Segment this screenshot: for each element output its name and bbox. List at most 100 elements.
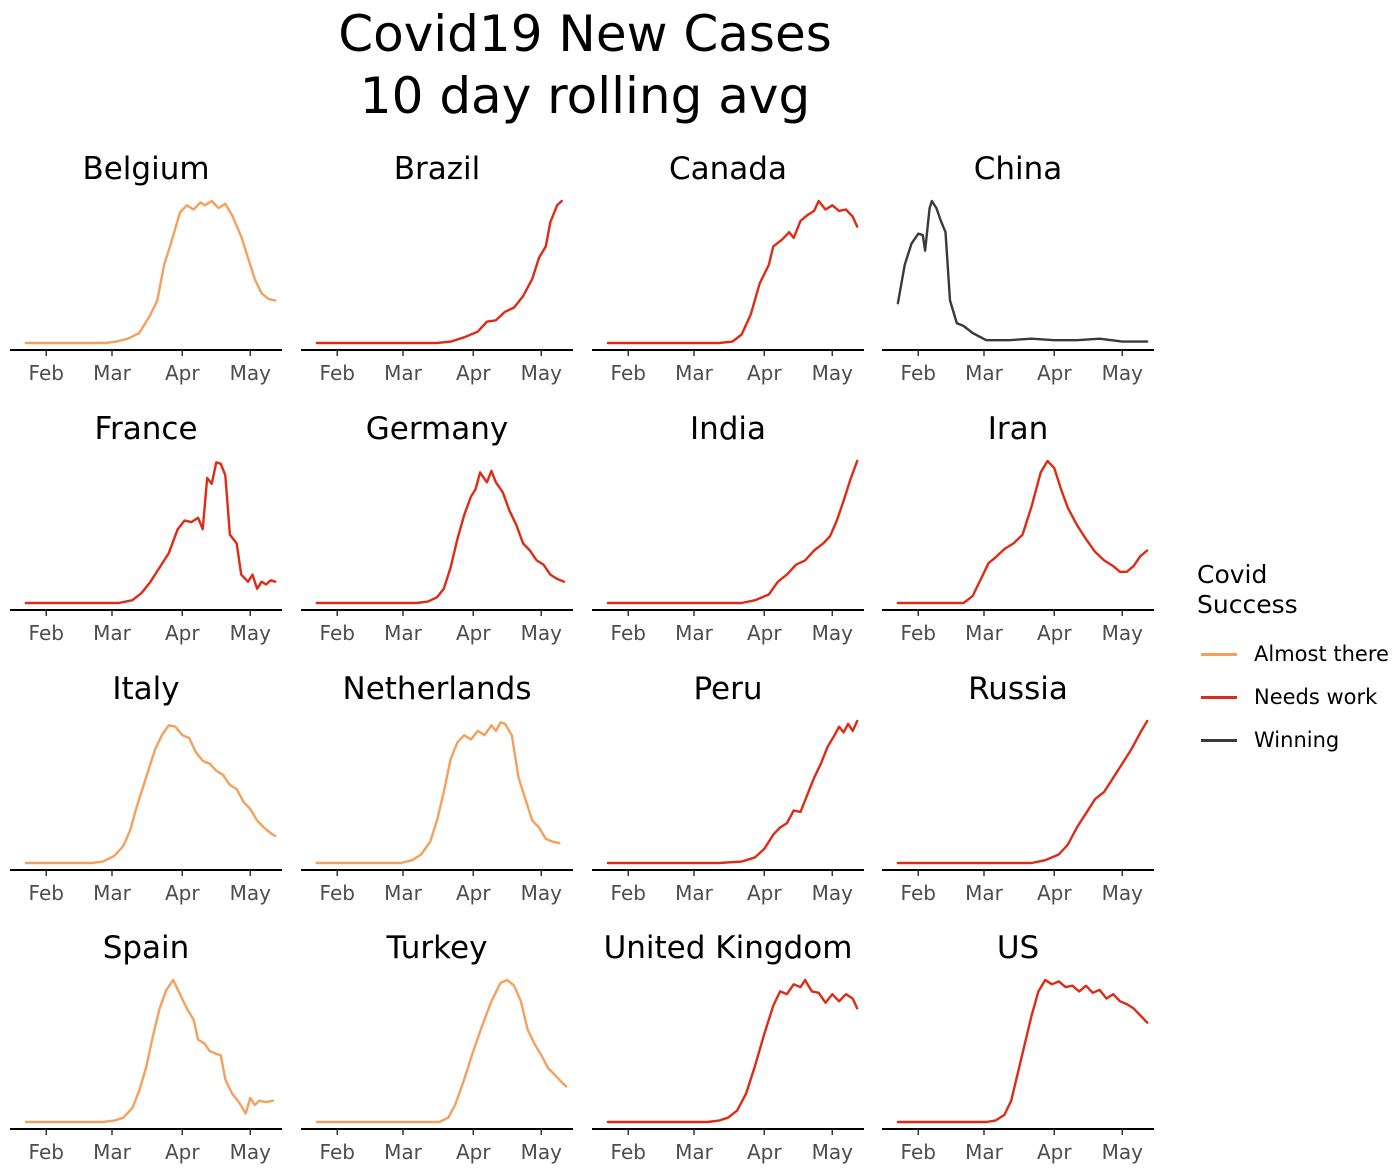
x-tick-label: Mar bbox=[675, 621, 714, 645]
x-tick-label: May bbox=[812, 881, 854, 905]
x-tick-label: Feb bbox=[901, 621, 936, 645]
series-line-united-kingdom bbox=[606, 978, 859, 1124]
x-tick-label: Feb bbox=[29, 361, 64, 385]
x-tick-label: Feb bbox=[901, 361, 936, 385]
series-line-germany bbox=[315, 469, 566, 605]
x-tick-label: Feb bbox=[901, 881, 936, 905]
panel-belgium: Belgium Feb Mar Apr May bbox=[10, 151, 282, 385]
series-line-china bbox=[896, 199, 1149, 343]
panel-title-germany: Germany bbox=[366, 411, 508, 447]
chart-title-line-1: Covid19 New Cases bbox=[338, 5, 832, 63]
x-tick-label: Apr bbox=[456, 1140, 491, 1164]
x-tick-label: Apr bbox=[1037, 621, 1072, 645]
panel-germany: Germany Feb Mar Apr May bbox=[301, 411, 573, 645]
panel-title-france: France bbox=[94, 411, 197, 447]
panel-title-brazil: Brazil bbox=[394, 151, 481, 187]
x-tick-label: Feb bbox=[611, 361, 646, 385]
panel-title-italy: Italy bbox=[112, 671, 179, 707]
panel-title-iran: Iran bbox=[988, 411, 1049, 447]
series-line-france bbox=[24, 461, 277, 605]
panel-title-russia: Russia bbox=[968, 671, 1068, 707]
x-tick-label: Mar bbox=[965, 1140, 1004, 1164]
x-tick-label: May bbox=[230, 621, 272, 645]
x-tick-label: May bbox=[1102, 1140, 1144, 1164]
x-tick-label: Apr bbox=[747, 1140, 782, 1164]
series-line-peru bbox=[606, 719, 859, 865]
x-tick-label: Feb bbox=[29, 881, 64, 905]
panel-brazil: Brazil Feb Mar Apr May bbox=[301, 151, 573, 385]
panel-france: France Feb Mar Apr May bbox=[10, 411, 282, 645]
x-tick-label: May bbox=[521, 1140, 563, 1164]
legend-key-winning bbox=[1201, 739, 1237, 742]
panel-title-india: India bbox=[690, 411, 766, 447]
chart-title-line-2: 10 day rolling avg bbox=[359, 67, 811, 125]
panel-netherlands: Netherlands Feb Mar Apr May bbox=[301, 671, 573, 905]
x-tick-label: Mar bbox=[675, 361, 714, 385]
x-tick-label: Mar bbox=[93, 621, 132, 645]
series-line-italy bbox=[24, 724, 277, 865]
x-tick-label: Feb bbox=[611, 621, 646, 645]
panel-title-netherlands: Netherlands bbox=[343, 671, 532, 707]
x-tick-label: Feb bbox=[320, 361, 355, 385]
x-tick-label: Feb bbox=[901, 1140, 936, 1164]
panel-title-us: US bbox=[997, 930, 1039, 966]
x-tick-label: Mar bbox=[965, 621, 1004, 645]
panel-iran: Iran Feb Mar Apr May bbox=[882, 411, 1154, 645]
x-tick-label: Feb bbox=[320, 881, 355, 905]
panel-russia: Russia Feb Mar Apr May bbox=[882, 671, 1154, 905]
x-tick-label: Mar bbox=[93, 361, 132, 385]
x-tick-label: Feb bbox=[320, 621, 355, 645]
x-tick-label: Apr bbox=[1037, 1140, 1072, 1164]
x-tick-label: Feb bbox=[320, 1140, 355, 1164]
x-tick-label: Apr bbox=[456, 621, 491, 645]
series-line-us bbox=[896, 978, 1149, 1124]
series-line-india bbox=[606, 459, 859, 605]
legend-title-line-1: Covid bbox=[1197, 560, 1268, 589]
legend-item-needs-work: Needs work bbox=[1197, 682, 1397, 712]
legend: Covid Success Almost there Needs work Wi… bbox=[1197, 560, 1389, 752]
x-tick-label: Mar bbox=[93, 881, 132, 905]
x-tick-label: Apr bbox=[1037, 361, 1072, 385]
x-tick-label: May bbox=[812, 621, 854, 645]
x-tick-label: Apr bbox=[165, 621, 200, 645]
panel-united-kingdom: United Kingdom Feb Mar Apr May bbox=[592, 930, 864, 1164]
series-line-canada bbox=[606, 199, 859, 345]
x-tick-label: Mar bbox=[675, 881, 714, 905]
x-tick-label: May bbox=[1102, 881, 1144, 905]
x-tick-label: Apr bbox=[747, 881, 782, 905]
series-line-belgium bbox=[24, 199, 277, 345]
legend-label-winning: Winning bbox=[1254, 728, 1340, 752]
x-tick-label: Mar bbox=[384, 881, 423, 905]
x-tick-label: Feb bbox=[611, 1140, 646, 1164]
legend-label-almost-there: Almost there bbox=[1254, 642, 1389, 666]
x-tick-label: Apr bbox=[747, 361, 782, 385]
x-tick-label: Apr bbox=[456, 881, 491, 905]
x-tick-label: Apr bbox=[165, 361, 200, 385]
x-tick-label: Apr bbox=[165, 1140, 200, 1164]
panel-title-spain: Spain bbox=[103, 930, 190, 966]
x-tick-label: Mar bbox=[965, 361, 1004, 385]
x-tick-label: May bbox=[230, 881, 272, 905]
panel-title-turkey: Turkey bbox=[386, 930, 488, 966]
x-tick-label: May bbox=[521, 881, 563, 905]
panel-italy: Italy Feb Mar Apr May bbox=[10, 671, 282, 905]
panel-spain: Spain Feb Mar Apr May bbox=[10, 930, 282, 1164]
legend-item-almost-there: Almost there bbox=[1197, 639, 1397, 669]
legend-key-needs-work bbox=[1201, 696, 1237, 699]
x-tick-label: Mar bbox=[384, 621, 423, 645]
legend-key-almost-there bbox=[1201, 653, 1237, 656]
panel-title-peru: Peru bbox=[693, 671, 762, 707]
panel-title-canada: Canada bbox=[669, 151, 787, 187]
panel-canada: Canada Feb Mar Apr May bbox=[592, 151, 864, 385]
x-tick-label: May bbox=[1102, 361, 1144, 385]
panel-turkey: Turkey Feb Mar Apr May bbox=[301, 930, 573, 1164]
panel-title-united-kingdom: United Kingdom bbox=[604, 930, 853, 966]
x-tick-label: Mar bbox=[965, 881, 1004, 905]
series-line-spain bbox=[24, 978, 275, 1124]
x-tick-label: Apr bbox=[1037, 881, 1072, 905]
legend-title-line-2: Success bbox=[1197, 590, 1298, 619]
x-tick-label: Mar bbox=[384, 1140, 423, 1164]
series-line-russia bbox=[896, 719, 1149, 865]
x-tick-label: Feb bbox=[29, 1140, 64, 1164]
